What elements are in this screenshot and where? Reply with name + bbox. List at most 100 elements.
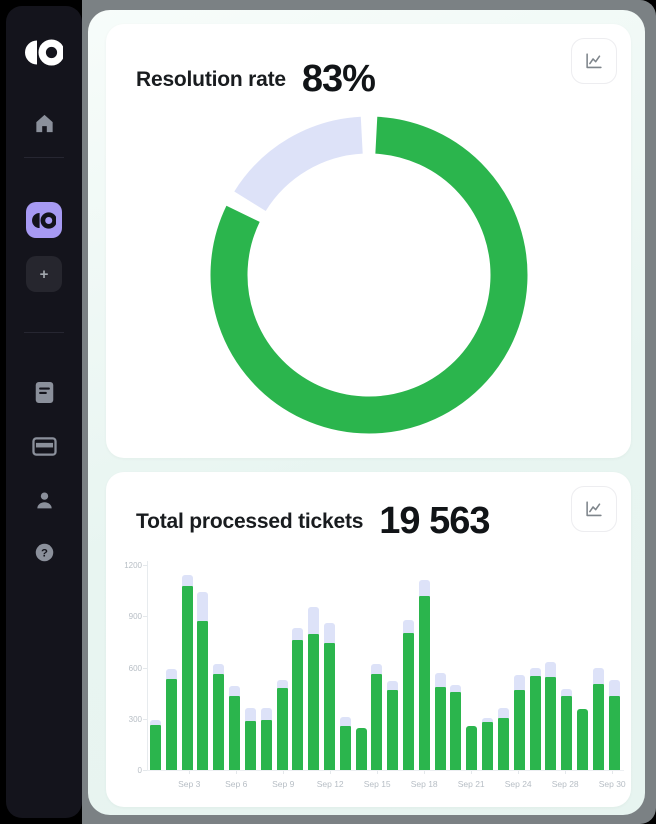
bar-segment-processed (292, 640, 304, 770)
bar-segment-remainder (608, 680, 620, 696)
bar-segment-processed (260, 719, 272, 770)
donut-segment-resolved (209, 116, 527, 434)
bar-segment-processed (561, 695, 573, 770)
bar-sep-25 (529, 667, 541, 770)
sidebar-item-workspace-active[interactable] (26, 202, 62, 238)
bar-segment-remainder (197, 592, 209, 622)
y-axis-label: 900 (128, 612, 142, 622)
bar-segment-processed (592, 683, 604, 770)
bar-sep-7 (244, 707, 256, 770)
bar-segment-remainder (513, 675, 525, 690)
bar-segment-processed (181, 586, 193, 770)
resolution-rate-value: 83% (301, 58, 376, 100)
bar-segment-remainder (545, 662, 557, 677)
x-axis-label: Sep 21 (457, 779, 485, 789)
bar-segment-remainder (561, 688, 573, 696)
bar-segment-remainder (371, 664, 383, 674)
sidebar-item-home[interactable] (29, 108, 59, 138)
bar-sep-20 (450, 684, 462, 770)
chart-view-button[interactable] (571, 38, 617, 84)
y-axis-tick (143, 565, 147, 566)
bar-segment-remainder (482, 717, 494, 723)
bar-segment-processed (229, 695, 241, 770)
x-axis-line (147, 770, 624, 771)
bar-segment-remainder (308, 606, 320, 635)
add-workspace-button[interactable]: + (26, 256, 62, 292)
person-icon (36, 491, 52, 508)
x-axis-label: Sep 6 (225, 779, 248, 789)
x-axis-label: Sep 18 (410, 779, 438, 789)
chart-view-button[interactable] (571, 486, 617, 532)
sidebar-item-billing[interactable] (29, 431, 59, 461)
bar-sep-9 (276, 679, 288, 770)
y-axis-tick (143, 667, 147, 669)
bar-sep-5 (213, 664, 225, 770)
document-icon (35, 381, 53, 403)
x-axis-tick (283, 771, 285, 774)
bar-sep-14 (355, 728, 367, 770)
y-axis-line (147, 561, 148, 770)
bar-segment-remainder (260, 707, 272, 720)
bar-sep-24 (513, 675, 525, 770)
tickets-total-value: 19 563 (379, 500, 490, 542)
x-axis-labels: Sep 3 Sep 6 Sep 9 Sep 12 Sep 15 Sep 18 Sep 21 S… (150, 770, 626, 794)
card-header: Resolution rate 83% (106, 24, 631, 101)
bar-segment-remainder (450, 684, 462, 693)
bar-segment-remainder (418, 580, 430, 596)
credit-card-icon (31, 436, 57, 456)
sidebar-divider (24, 157, 64, 158)
bar-sep-23 (497, 707, 509, 770)
bar-sep-3 (181, 575, 193, 770)
bar-sep-27 (561, 688, 573, 770)
bar-segment-processed (371, 673, 383, 770)
bar-sep-21 (466, 726, 478, 770)
bar-sep-16 (387, 681, 399, 770)
sidebar-item-documents[interactable] (29, 377, 59, 407)
brand-logo-icon[interactable] (24, 38, 64, 66)
y-axis-tick (143, 770, 147, 771)
y-axis-label: 300 (128, 714, 142, 724)
bar-segment-processed (339, 726, 351, 770)
card-title: Resolution rate (136, 67, 286, 91)
donut-segment-unresolved (210, 116, 527, 434)
x-axis-label: Sep 24 (504, 779, 532, 789)
bar-segment-processed (418, 595, 430, 770)
y-axis-label: 0 (137, 766, 142, 775)
x-axis-label: Sep 15 (363, 779, 391, 789)
bar-sep-22 (482, 717, 494, 770)
bar-segment-processed (529, 676, 541, 770)
bar-sep-30 (608, 680, 620, 770)
bar-segment-processed (434, 687, 446, 770)
bar-segment-remainder (150, 720, 161, 725)
sidebar-item-help[interactable]: ? (29, 537, 59, 567)
workspace-logo-icon (32, 211, 56, 229)
card-title: Total processed tickets (136, 509, 364, 533)
bar-sep-17 (403, 619, 414, 770)
bar-segment-processed (497, 717, 509, 770)
bar-sep-12 (323, 623, 335, 770)
dashboard-panel: Resolution rate 83% Total processed tick… (88, 10, 645, 815)
tickets-bar-chart: Sep 3 Sep 6 Sep 9 Sep 12 Sep 15 Sep 18 Sep 21 S… (124, 561, 626, 789)
bar-segment-remainder (592, 667, 604, 684)
bar-segment-remainder (244, 707, 256, 721)
bar-segment-processed (323, 642, 335, 770)
bar-segment-processed (197, 621, 209, 770)
bar-sep-10 (292, 628, 304, 770)
bar-segment-remainder (434, 673, 446, 688)
bar-segment-remainder (323, 623, 335, 643)
bar-sep-15 (371, 664, 383, 770)
sidebar-item-profile[interactable] (29, 485, 59, 515)
bar-sep-29 (592, 667, 604, 770)
bar-segment-remainder (276, 679, 288, 688)
bar-segment-processed (482, 722, 494, 770)
bar-segment-remainder (529, 667, 541, 676)
y-axis-tick (143, 718, 147, 720)
bar-segment-processed (165, 678, 177, 770)
x-axis-tick (189, 771, 191, 774)
help-icon: ? (35, 543, 53, 561)
y-axis-label: 600 (128, 663, 142, 673)
resolution-rate-card: Resolution rate 83% (106, 24, 631, 458)
bar-sep-8 (260, 707, 272, 770)
bar-segment-remainder (165, 669, 177, 679)
y-axis-label: 1200 (124, 561, 142, 570)
